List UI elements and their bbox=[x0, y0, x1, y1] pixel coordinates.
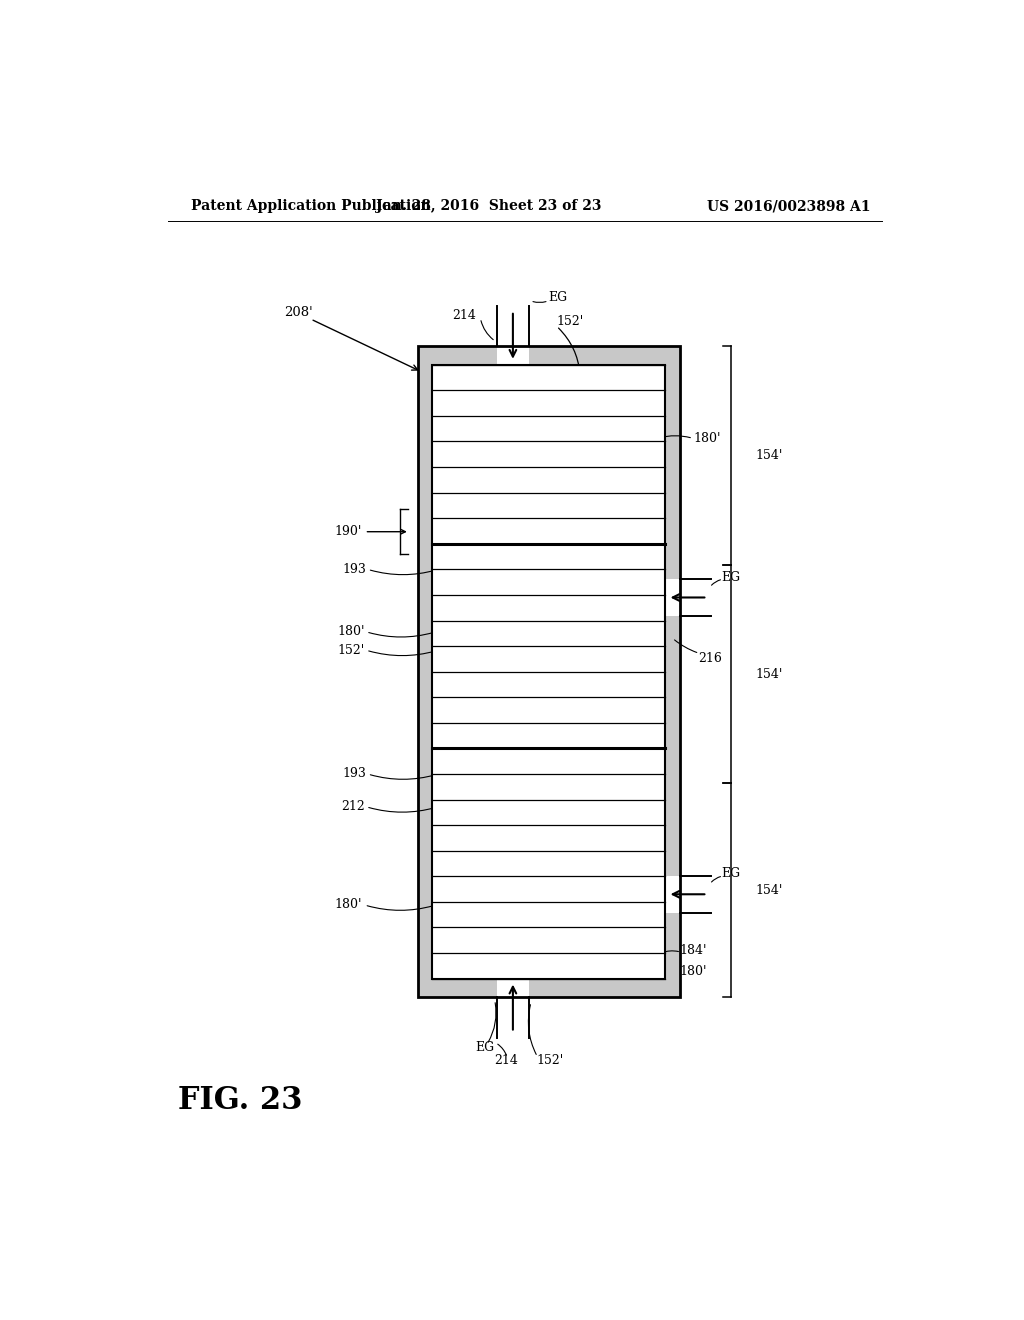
Text: 190': 190' bbox=[335, 525, 362, 539]
Bar bbox=[666, 346, 680, 997]
Text: 216: 216 bbox=[697, 652, 722, 665]
Text: EG: EG bbox=[475, 1041, 495, 1055]
Text: 214: 214 bbox=[452, 309, 475, 322]
Text: 180': 180' bbox=[693, 432, 721, 445]
Text: 180': 180' bbox=[337, 626, 365, 639]
Text: 154': 154' bbox=[755, 668, 782, 681]
Text: 193: 193 bbox=[342, 562, 367, 576]
Bar bbox=[418, 346, 680, 364]
Text: EG: EG bbox=[722, 867, 740, 880]
Text: EG: EG bbox=[722, 570, 740, 583]
Text: 184': 184' bbox=[680, 944, 707, 957]
Text: 193: 193 bbox=[342, 767, 367, 780]
Text: US 2016/0023898 A1: US 2016/0023898 A1 bbox=[707, 199, 870, 213]
Bar bbox=[418, 346, 680, 997]
Text: 214: 214 bbox=[494, 1055, 518, 1068]
Text: 180': 180' bbox=[680, 965, 707, 978]
Bar bbox=[497, 978, 528, 997]
Bar bbox=[666, 579, 680, 616]
Text: 212: 212 bbox=[341, 800, 365, 813]
Text: Patent Application Publication: Patent Application Publication bbox=[191, 199, 431, 213]
Text: 154': 154' bbox=[755, 883, 782, 896]
Bar bbox=[432, 364, 666, 978]
Text: 152': 152' bbox=[557, 314, 584, 327]
Text: 208': 208' bbox=[285, 306, 313, 319]
Text: 154': 154' bbox=[755, 449, 782, 462]
Text: 180': 180' bbox=[335, 899, 362, 912]
Text: Jan. 28, 2016  Sheet 23 of 23: Jan. 28, 2016 Sheet 23 of 23 bbox=[377, 199, 602, 213]
Bar bbox=[666, 876, 680, 912]
Text: 152': 152' bbox=[337, 644, 365, 656]
Text: FIG. 23: FIG. 23 bbox=[178, 1085, 303, 1117]
Text: 152': 152' bbox=[537, 1055, 564, 1068]
Text: EG: EG bbox=[549, 292, 567, 304]
Bar bbox=[418, 346, 432, 997]
Bar bbox=[497, 346, 528, 364]
Bar bbox=[418, 978, 680, 997]
